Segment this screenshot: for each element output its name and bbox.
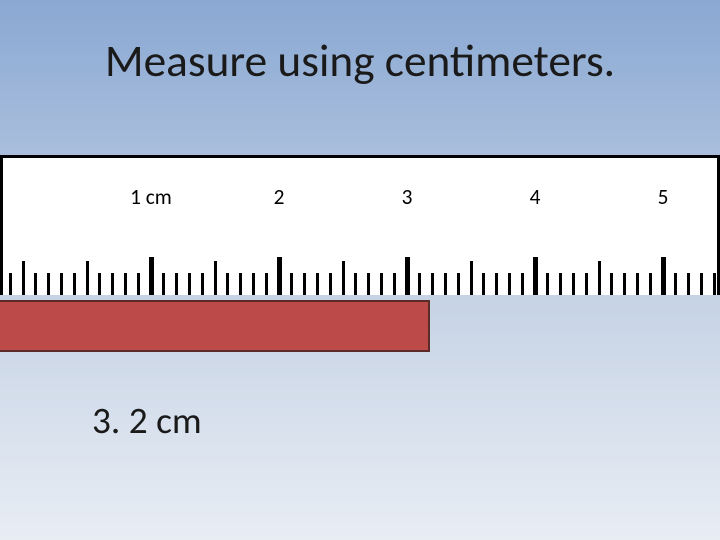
ruler-tick <box>457 273 460 295</box>
ruler-tick <box>623 273 626 295</box>
ruler-tick <box>508 273 511 295</box>
ruler-tick <box>700 273 703 295</box>
ruler-tick <box>342 261 345 295</box>
ruler-tick <box>470 261 473 295</box>
ruler-tick <box>559 273 562 295</box>
ruler-tick <box>86 261 89 295</box>
ruler-tick <box>214 261 217 295</box>
ruler-tick <box>226 273 229 295</box>
ruler-tick <box>162 273 165 295</box>
ruler-tick <box>239 273 242 295</box>
ruler-tick <box>354 273 357 295</box>
page-title: Measure using centimeters. <box>0 34 720 89</box>
ruler-tick <box>265 273 268 295</box>
ruler-tick <box>661 257 666 295</box>
ruler-tick <box>482 273 485 295</box>
ruler-tick <box>111 273 114 295</box>
ruler-tick <box>636 273 639 295</box>
ruler-tick <box>290 273 293 295</box>
ruler-tick <box>431 273 434 295</box>
ruler-tick <box>546 273 549 295</box>
ruler-tick <box>329 273 332 295</box>
ruler-tick <box>610 273 613 295</box>
ruler-tick <box>188 273 191 295</box>
ruler-tick <box>98 273 101 295</box>
ruler-tick <box>201 273 204 295</box>
ruler-label: 3 <box>402 184 413 210</box>
ruler-tick <box>649 273 652 295</box>
ruler-label: 1 cm <box>130 184 172 210</box>
measured-object-bar <box>0 300 430 352</box>
ruler-tick <box>60 273 63 295</box>
ruler-label: 4 <box>530 184 541 210</box>
ruler-tick <box>149 257 154 295</box>
ruler-tick <box>495 273 498 295</box>
ruler-tick <box>585 273 588 295</box>
ruler-tick <box>22 261 25 295</box>
ruler: 1 cm 2 3 4 5 <box>0 155 720 295</box>
ruler-tick <box>674 273 677 295</box>
ruler-tick <box>367 273 370 295</box>
ruler-label: 5 <box>658 184 669 210</box>
ruler-tick <box>572 273 575 295</box>
ruler-tick <box>521 273 524 295</box>
ruler-tick <box>277 257 282 295</box>
ruler-tick <box>533 257 538 295</box>
ruler-tick <box>73 273 76 295</box>
ruler-tick <box>418 273 421 295</box>
ruler-tick <box>713 273 716 295</box>
ruler-tick <box>393 273 396 295</box>
ruler-tick <box>405 257 410 295</box>
answer-text: 3. 2 cm <box>92 398 202 444</box>
ruler-tick <box>598 261 601 295</box>
ruler-tick <box>380 273 383 295</box>
ruler-tick <box>9 273 12 295</box>
ruler-tick <box>687 273 690 295</box>
ruler-tick <box>34 273 37 295</box>
ruler-tick <box>316 273 319 295</box>
ruler-tick <box>252 273 255 295</box>
ruler-tick <box>175 273 178 295</box>
ruler-tick <box>303 273 306 295</box>
ruler-tick <box>124 273 127 295</box>
ruler-tick <box>47 273 50 295</box>
ruler-label: 2 <box>274 184 285 210</box>
ruler-tick <box>444 273 447 295</box>
ruler-tick <box>137 273 140 295</box>
